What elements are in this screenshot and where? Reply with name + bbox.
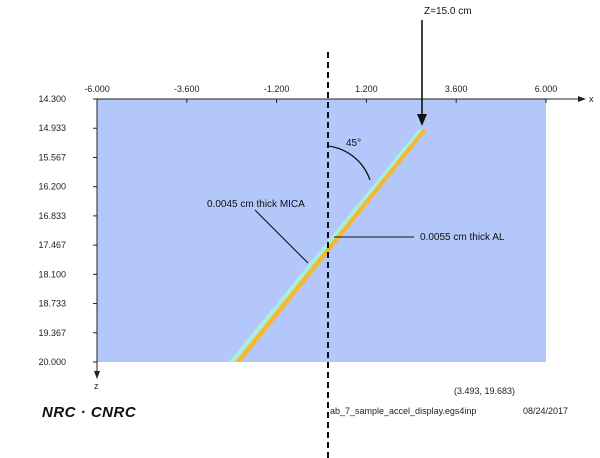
z-tick-label: 14.933 <box>38 123 66 133</box>
z-tick-label: 20.000 <box>38 357 66 367</box>
file-date: 08/24/2017 <box>523 406 568 416</box>
cursor-coordinates: (3.493, 19.683) <box>454 386 515 396</box>
z-axis: 14.300 14.933 15.567 16.200 16.833 17.467 18.1… <box>38 94 100 391</box>
z-tick-label: 18.733 <box>38 299 66 309</box>
x-tick-label: -6.000 <box>84 84 110 94</box>
z-position-label: Z=15.0 cm <box>424 6 472 17</box>
al-label: 0.0055 cm thick AL <box>420 232 505 243</box>
angle-arc <box>327 145 371 181</box>
mica-layer <box>229 130 422 362</box>
z-position-marker: Z=15.0 cm <box>417 6 472 126</box>
mica-leader-line <box>254 209 309 264</box>
x-axis-label: x <box>589 94 594 104</box>
z-tick-label: 19.367 <box>38 328 66 338</box>
z-tick-label: 16.833 <box>38 211 66 221</box>
nrc-cnrc-logo: NRC · CNRC <box>42 404 137 421</box>
z-tick-label: 16.200 <box>38 182 66 192</box>
al-layer <box>235 130 427 362</box>
z-tick-label: 17.467 <box>38 240 66 250</box>
x-tick-label: 3.600 <box>445 84 468 94</box>
input-filename: ab_7_sample_accel_display.egs4inp <box>330 406 476 416</box>
geometry-region <box>97 99 546 362</box>
x-tick-label: -3.600 <box>174 84 200 94</box>
mica-label: 0.0045 cm thick MICA <box>207 199 305 210</box>
z-tick-label: 18.100 <box>38 269 66 279</box>
x-tick-label: 1.200 <box>355 84 378 94</box>
x-tick-label: 6.000 <box>535 84 558 94</box>
z-tick-label: 15.567 <box>38 152 66 162</box>
x-tick-label: -1.200 <box>264 84 290 94</box>
z-tick-label: 14.300 <box>38 94 66 104</box>
z-axis-label: z <box>94 381 99 391</box>
x-axis: -6.000 -3.600 -1.200 1.200 3.600 6.000 x <box>84 84 594 104</box>
angle-label: 45° <box>346 138 361 149</box>
